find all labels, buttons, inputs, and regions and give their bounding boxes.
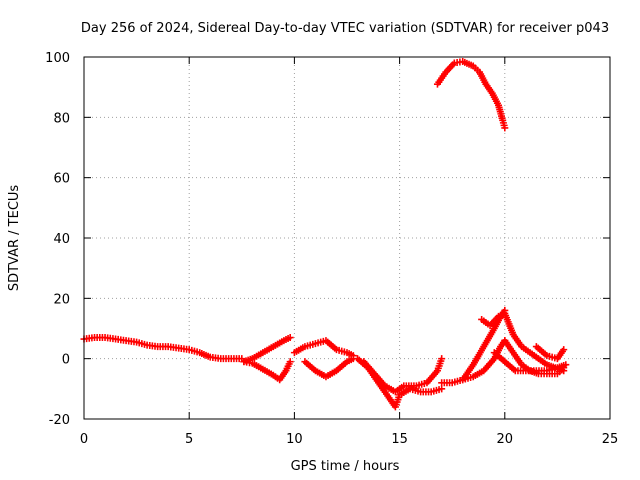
x-tick-label: 5 [185,432,193,447]
data-point [562,361,570,369]
x-tick-label: 25 [602,432,619,447]
data-point [286,358,294,366]
x-tick-label: 10 [286,432,303,447]
data-point [560,346,568,354]
data-point [286,334,294,342]
x-tick-label: 15 [391,432,408,447]
plot-frame [83,56,611,420]
y-tick-label: 60 [53,172,70,187]
y-tick-label: 20 [53,292,70,307]
data-markers [80,58,570,411]
x-tick-label: 0 [80,432,88,447]
y-axis-label: SDTVAR / TECUs [7,185,22,292]
x-axis-label: GPS time / hours [291,459,400,474]
data-point [438,355,446,363]
y-tick-label: 0 [62,353,70,368]
x-tick-label: 20 [497,432,514,447]
grid [84,57,610,419]
chart-title: Day 256 of 2024, Sidereal Day-to-day VTE… [81,21,609,36]
y-tick-label: -20 [49,413,70,428]
y-tick-label: 80 [53,111,70,126]
y-tick-label: 40 [53,232,70,247]
y-tick-label: 100 [45,51,70,66]
data-point [501,124,509,132]
tick-labels: 0 5 10 15 20 25 -20 0 20 40 60 80 100 [45,51,618,447]
data-point [438,385,446,393]
